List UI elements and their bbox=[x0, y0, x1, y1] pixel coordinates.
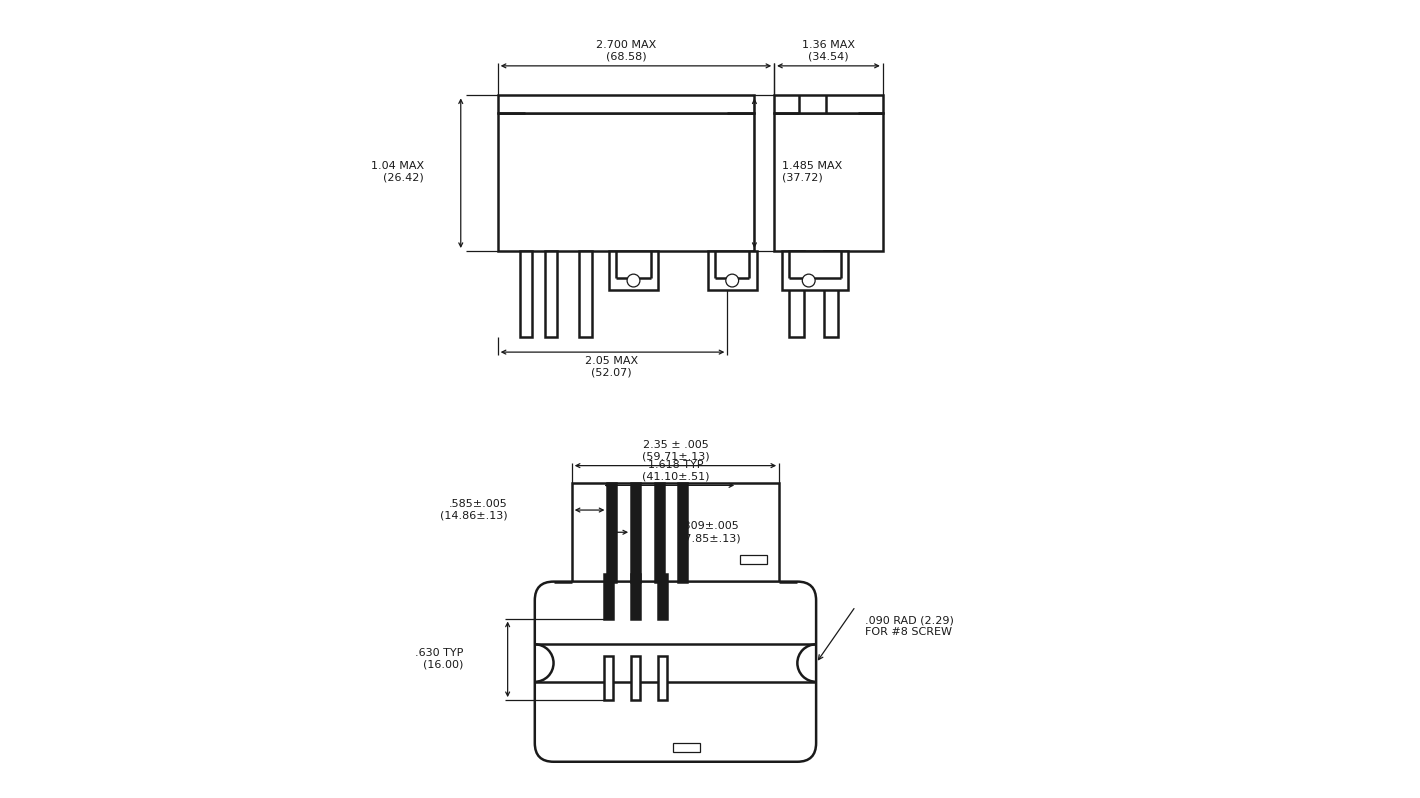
Bar bbox=[774, 113, 883, 251]
Text: 2.05 MAX
(52.07): 2.05 MAX (52.07) bbox=[585, 356, 638, 377]
FancyBboxPatch shape bbox=[535, 582, 816, 762]
Bar bbox=[655, 483, 663, 582]
Circle shape bbox=[802, 275, 815, 287]
Bar bbox=[774, 96, 883, 113]
Text: .090 RAD (2.29)
FOR #8 SCREW: .090 RAD (2.29) FOR #8 SCREW bbox=[865, 615, 954, 637]
Bar bbox=[545, 251, 557, 338]
Text: 1.04 MAX
(26.42): 1.04 MAX (26.42) bbox=[371, 161, 423, 183]
Bar bbox=[572, 483, 780, 582]
Bar bbox=[659, 656, 667, 700]
Bar bbox=[630, 656, 640, 700]
Text: 1.485 MAX
(37.72): 1.485 MAX (37.72) bbox=[781, 161, 842, 183]
Bar bbox=[824, 251, 838, 338]
Text: .309±.005
(7.85±.13): .309±.005 (7.85±.13) bbox=[680, 521, 741, 543]
Text: 2.700 MAX
(68.58): 2.700 MAX (68.58) bbox=[596, 40, 656, 62]
Text: .585±.005
(14.86±.13): .585±.005 (14.86±.13) bbox=[440, 500, 507, 521]
Bar bbox=[498, 113, 754, 251]
Bar bbox=[679, 483, 687, 582]
Text: 2.35 ± .005
(59.71±.13): 2.35 ± .005 (59.71±.13) bbox=[642, 440, 709, 461]
Bar bbox=[498, 96, 754, 113]
Bar bbox=[608, 483, 616, 582]
Text: 1.618 TYP
(41.10±.51): 1.618 TYP (41.10±.51) bbox=[642, 460, 709, 481]
Bar bbox=[790, 251, 804, 338]
Bar bbox=[604, 656, 613, 700]
Circle shape bbox=[726, 275, 738, 287]
Bar bbox=[579, 251, 592, 338]
Text: .630 TYP
(16.00): .630 TYP (16.00) bbox=[415, 648, 463, 670]
Bar bbox=[781, 251, 848, 290]
Bar bbox=[609, 251, 659, 290]
Bar bbox=[630, 575, 640, 618]
Bar bbox=[707, 251, 757, 290]
Bar bbox=[740, 555, 767, 564]
Bar bbox=[673, 743, 700, 752]
Bar bbox=[520, 251, 532, 338]
Text: 1.36 MAX
(34.54): 1.36 MAX (34.54) bbox=[802, 40, 855, 62]
Bar bbox=[659, 575, 667, 618]
Bar bbox=[604, 575, 613, 618]
Bar bbox=[630, 483, 640, 582]
Circle shape bbox=[628, 275, 640, 287]
